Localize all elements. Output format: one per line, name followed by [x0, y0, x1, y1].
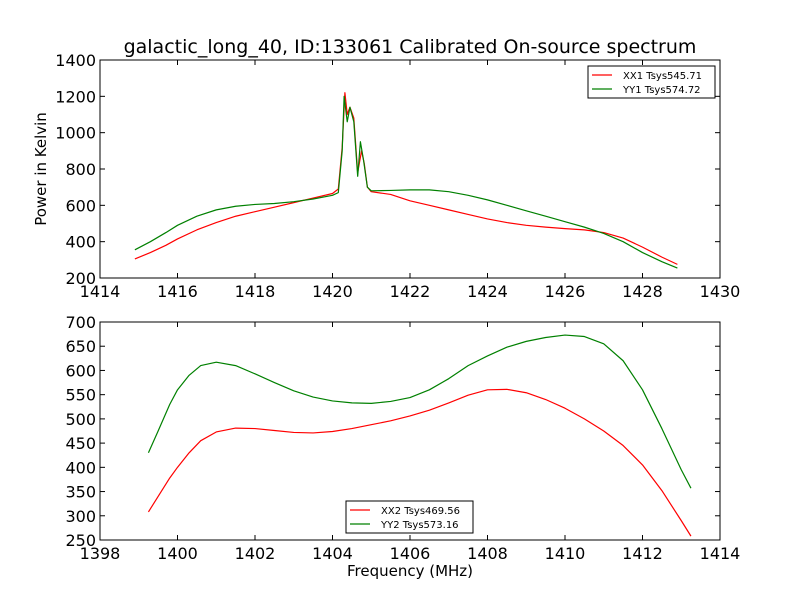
x-tick-label: 1414 [700, 544, 741, 563]
bottom-subplot: 1398 1400 1402 1404 1406 1408 1410 1412 1414 250 3… [65, 313, 740, 580]
y-tick-label: 1400 [55, 51, 96, 70]
x-tick-label: 1408 [467, 544, 508, 563]
x-tick-label: 1406 [390, 544, 431, 563]
x-tick-label: 1412 [622, 544, 663, 563]
bottom-plot-lines [147, 334, 692, 537]
x-tick-label: 1410 [545, 544, 586, 563]
x-tick-label: 1404 [312, 544, 353, 563]
bottom-legend-label-yy2: YY2 Tsys573.16 [380, 520, 459, 531]
y-tick-label: 400 [65, 233, 96, 252]
y-tick-label: 650 [65, 337, 96, 356]
top-plot-title: galactic_long_40, ID:133061 Calibrated O… [124, 36, 697, 58]
y-tick-label: 300 [65, 507, 96, 526]
top-legend-box [587, 65, 716, 99]
x-tick-label: 1428 [622, 282, 663, 301]
series-line-yy2 [147, 334, 692, 489]
x-tick-label: 1426 [545, 282, 586, 301]
y-tick-label: 600 [65, 361, 96, 380]
x-tick-label: 1398 [80, 544, 121, 563]
series-line-xx2 [147, 388, 692, 537]
x-tick-label: 1418 [235, 282, 276, 301]
bottom-x-axis-label: Frequency (MHz) [347, 562, 473, 580]
bottom-legend-label-xx2: XX2 Tsys469.56 [381, 506, 460, 517]
x-tick-label: 1414 [80, 282, 121, 301]
top-subplot: 1414 1416 1418 1420 1422 1424 1426 1428 1430 200 4… [32, 36, 740, 301]
y-tick-label: 500 [65, 410, 96, 429]
y-tick-label: 450 [65, 434, 96, 453]
top-legend-label-yy1: YY1 Tsys574.72 [622, 85, 701, 96]
x-tick-label: 1400 [157, 544, 198, 563]
x-tick-label: 1420 [312, 282, 353, 301]
y-tick-label: 350 [65, 483, 96, 502]
y-tick-label: 250 [65, 531, 96, 550]
top-legend-label-xx1: XX1 Tsys545.71 [623, 71, 702, 82]
bottom-plot-ticks: 1398 1400 1402 1404 1406 1408 1410 1412 1414 250 3… [65, 313, 740, 563]
y-tick-label: 400 [65, 458, 96, 477]
x-tick-label: 1424 [467, 282, 508, 301]
series-line-yy1 [134, 95, 678, 269]
x-tick-label: 1430 [700, 282, 741, 301]
x-tick-label: 1402 [235, 544, 276, 563]
top-plot-ticks: 1414 1416 1418 1420 1422 1424 1426 1428 1430 200 4… [55, 51, 740, 301]
top-y-axis-label: Power in Kelvin [32, 112, 50, 226]
top-plot-lines [134, 92, 678, 269]
x-tick-label: 1416 [157, 282, 198, 301]
y-tick-label: 550 [65, 386, 96, 405]
bottom-legend-box [345, 500, 474, 534]
y-tick-label: 1200 [55, 87, 96, 106]
y-tick-label: 1000 [55, 124, 96, 143]
y-tick-label: 200 [65, 269, 96, 288]
x-tick-label: 1422 [390, 282, 431, 301]
bottom-legend: XX2 Tsys469.56 YY2 Tsys573.16 [345, 500, 474, 534]
y-tick-label: 600 [65, 196, 96, 215]
top-legend: XX1 Tsys545.71 YY1 Tsys574.72 [587, 65, 716, 99]
y-tick-label: 800 [65, 160, 96, 179]
y-tick-label: 700 [65, 313, 96, 332]
